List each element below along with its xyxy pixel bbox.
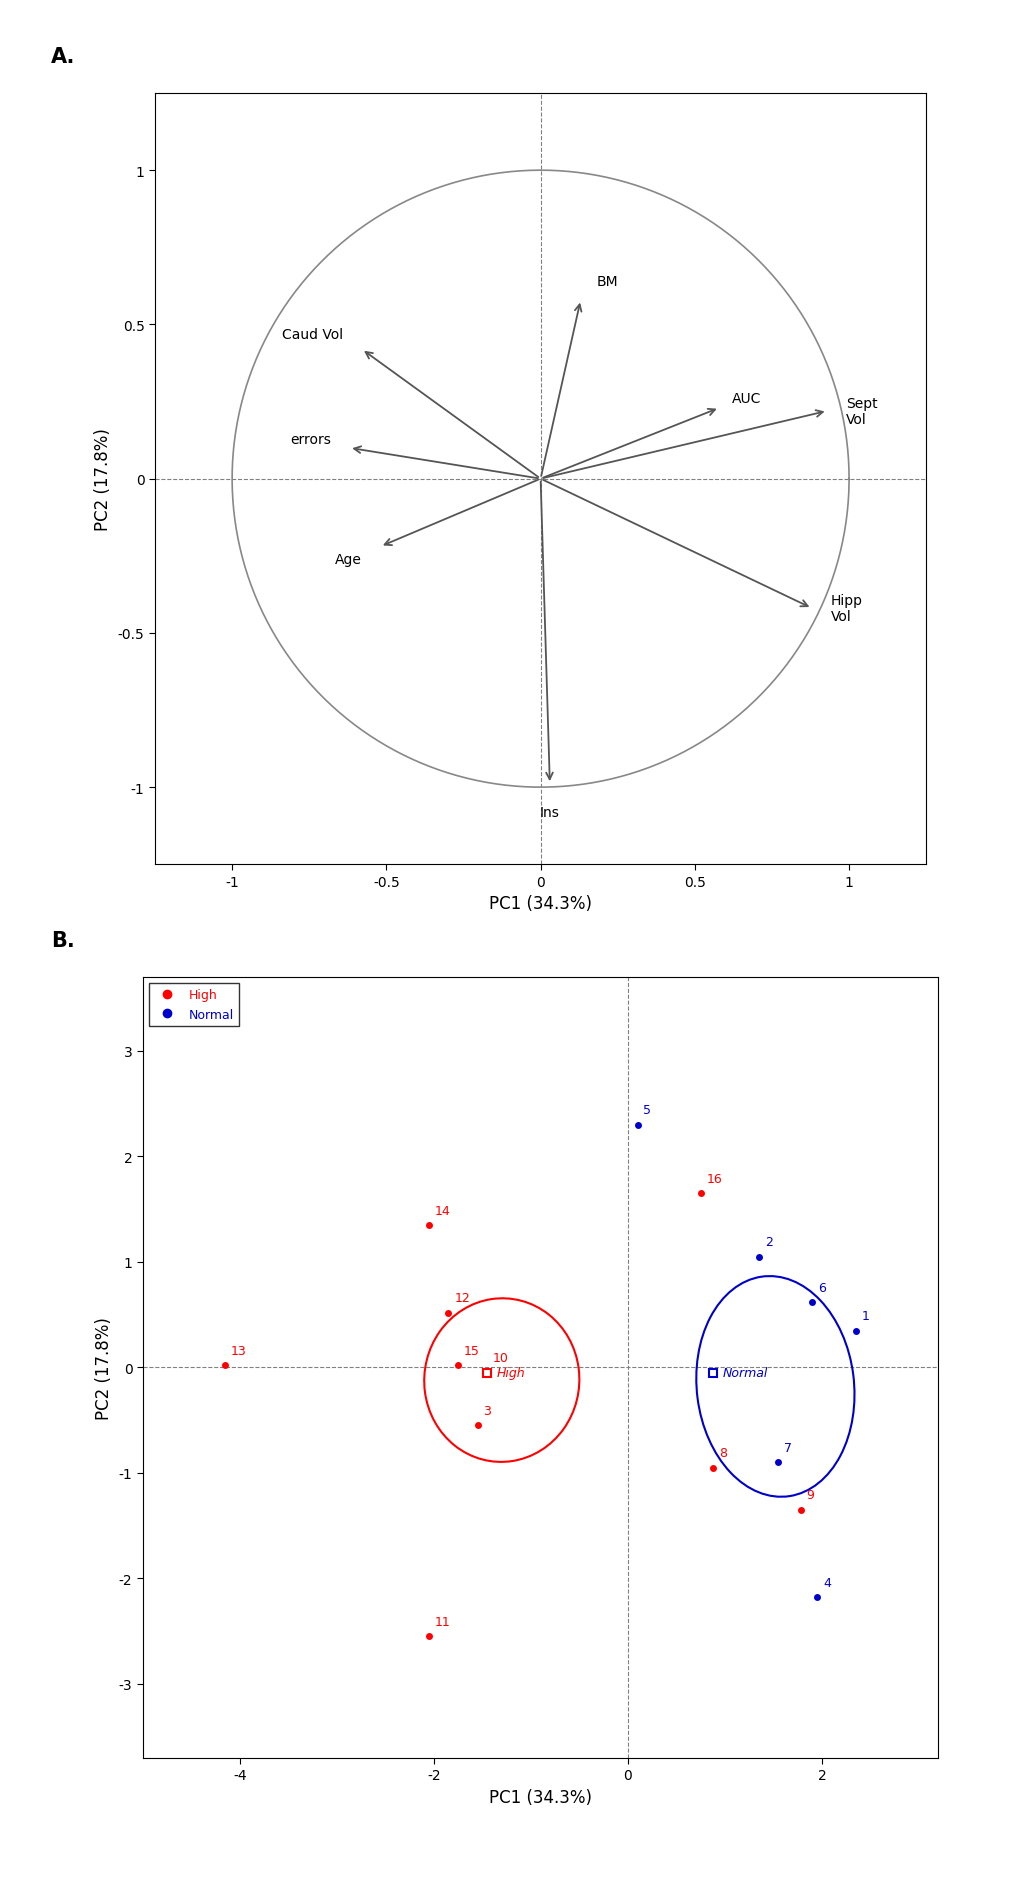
Text: errors: errors [289, 432, 330, 446]
Text: Hipp
Vol: Hipp Vol [829, 594, 862, 624]
Text: 12: 12 [453, 1292, 470, 1305]
Text: 13: 13 [231, 1344, 247, 1357]
Text: Sept
Vol: Sept Vol [845, 397, 876, 427]
Text: Age: Age [334, 553, 362, 566]
Text: 11: 11 [434, 1615, 450, 1628]
X-axis label: PC1 (34.3%): PC1 (34.3%) [489, 895, 591, 914]
Text: 10: 10 [492, 1352, 508, 1365]
Text: Caud Vol: Caud Vol [282, 327, 342, 342]
Text: 9: 9 [806, 1489, 813, 1502]
Text: 16: 16 [706, 1173, 721, 1184]
Text: 1: 1 [861, 1308, 869, 1322]
Text: B.: B. [51, 931, 74, 951]
Text: High: High [496, 1367, 525, 1380]
Text: Normal: Normal [722, 1367, 767, 1380]
Text: AUC: AUC [732, 393, 760, 406]
Text: 14: 14 [434, 1203, 450, 1216]
Text: Ins: Ins [539, 805, 559, 820]
Text: A.: A. [51, 47, 75, 68]
Text: BM: BM [595, 274, 618, 290]
Y-axis label: PC2 (17.8%): PC2 (17.8%) [94, 429, 112, 530]
X-axis label: PC1 (34.3%): PC1 (34.3%) [489, 1788, 591, 1807]
Text: 15: 15 [464, 1344, 479, 1357]
Text: 2: 2 [764, 1235, 771, 1248]
Legend: High, Normal: High, Normal [149, 983, 239, 1026]
Text: 5: 5 [643, 1104, 651, 1117]
Text: 7: 7 [784, 1442, 792, 1453]
Text: 4: 4 [822, 1575, 830, 1589]
Text: 6: 6 [817, 1280, 825, 1293]
Text: 8: 8 [718, 1446, 727, 1459]
Text: 3: 3 [483, 1404, 491, 1418]
Y-axis label: PC2 (17.8%): PC2 (17.8%) [95, 1316, 113, 1419]
